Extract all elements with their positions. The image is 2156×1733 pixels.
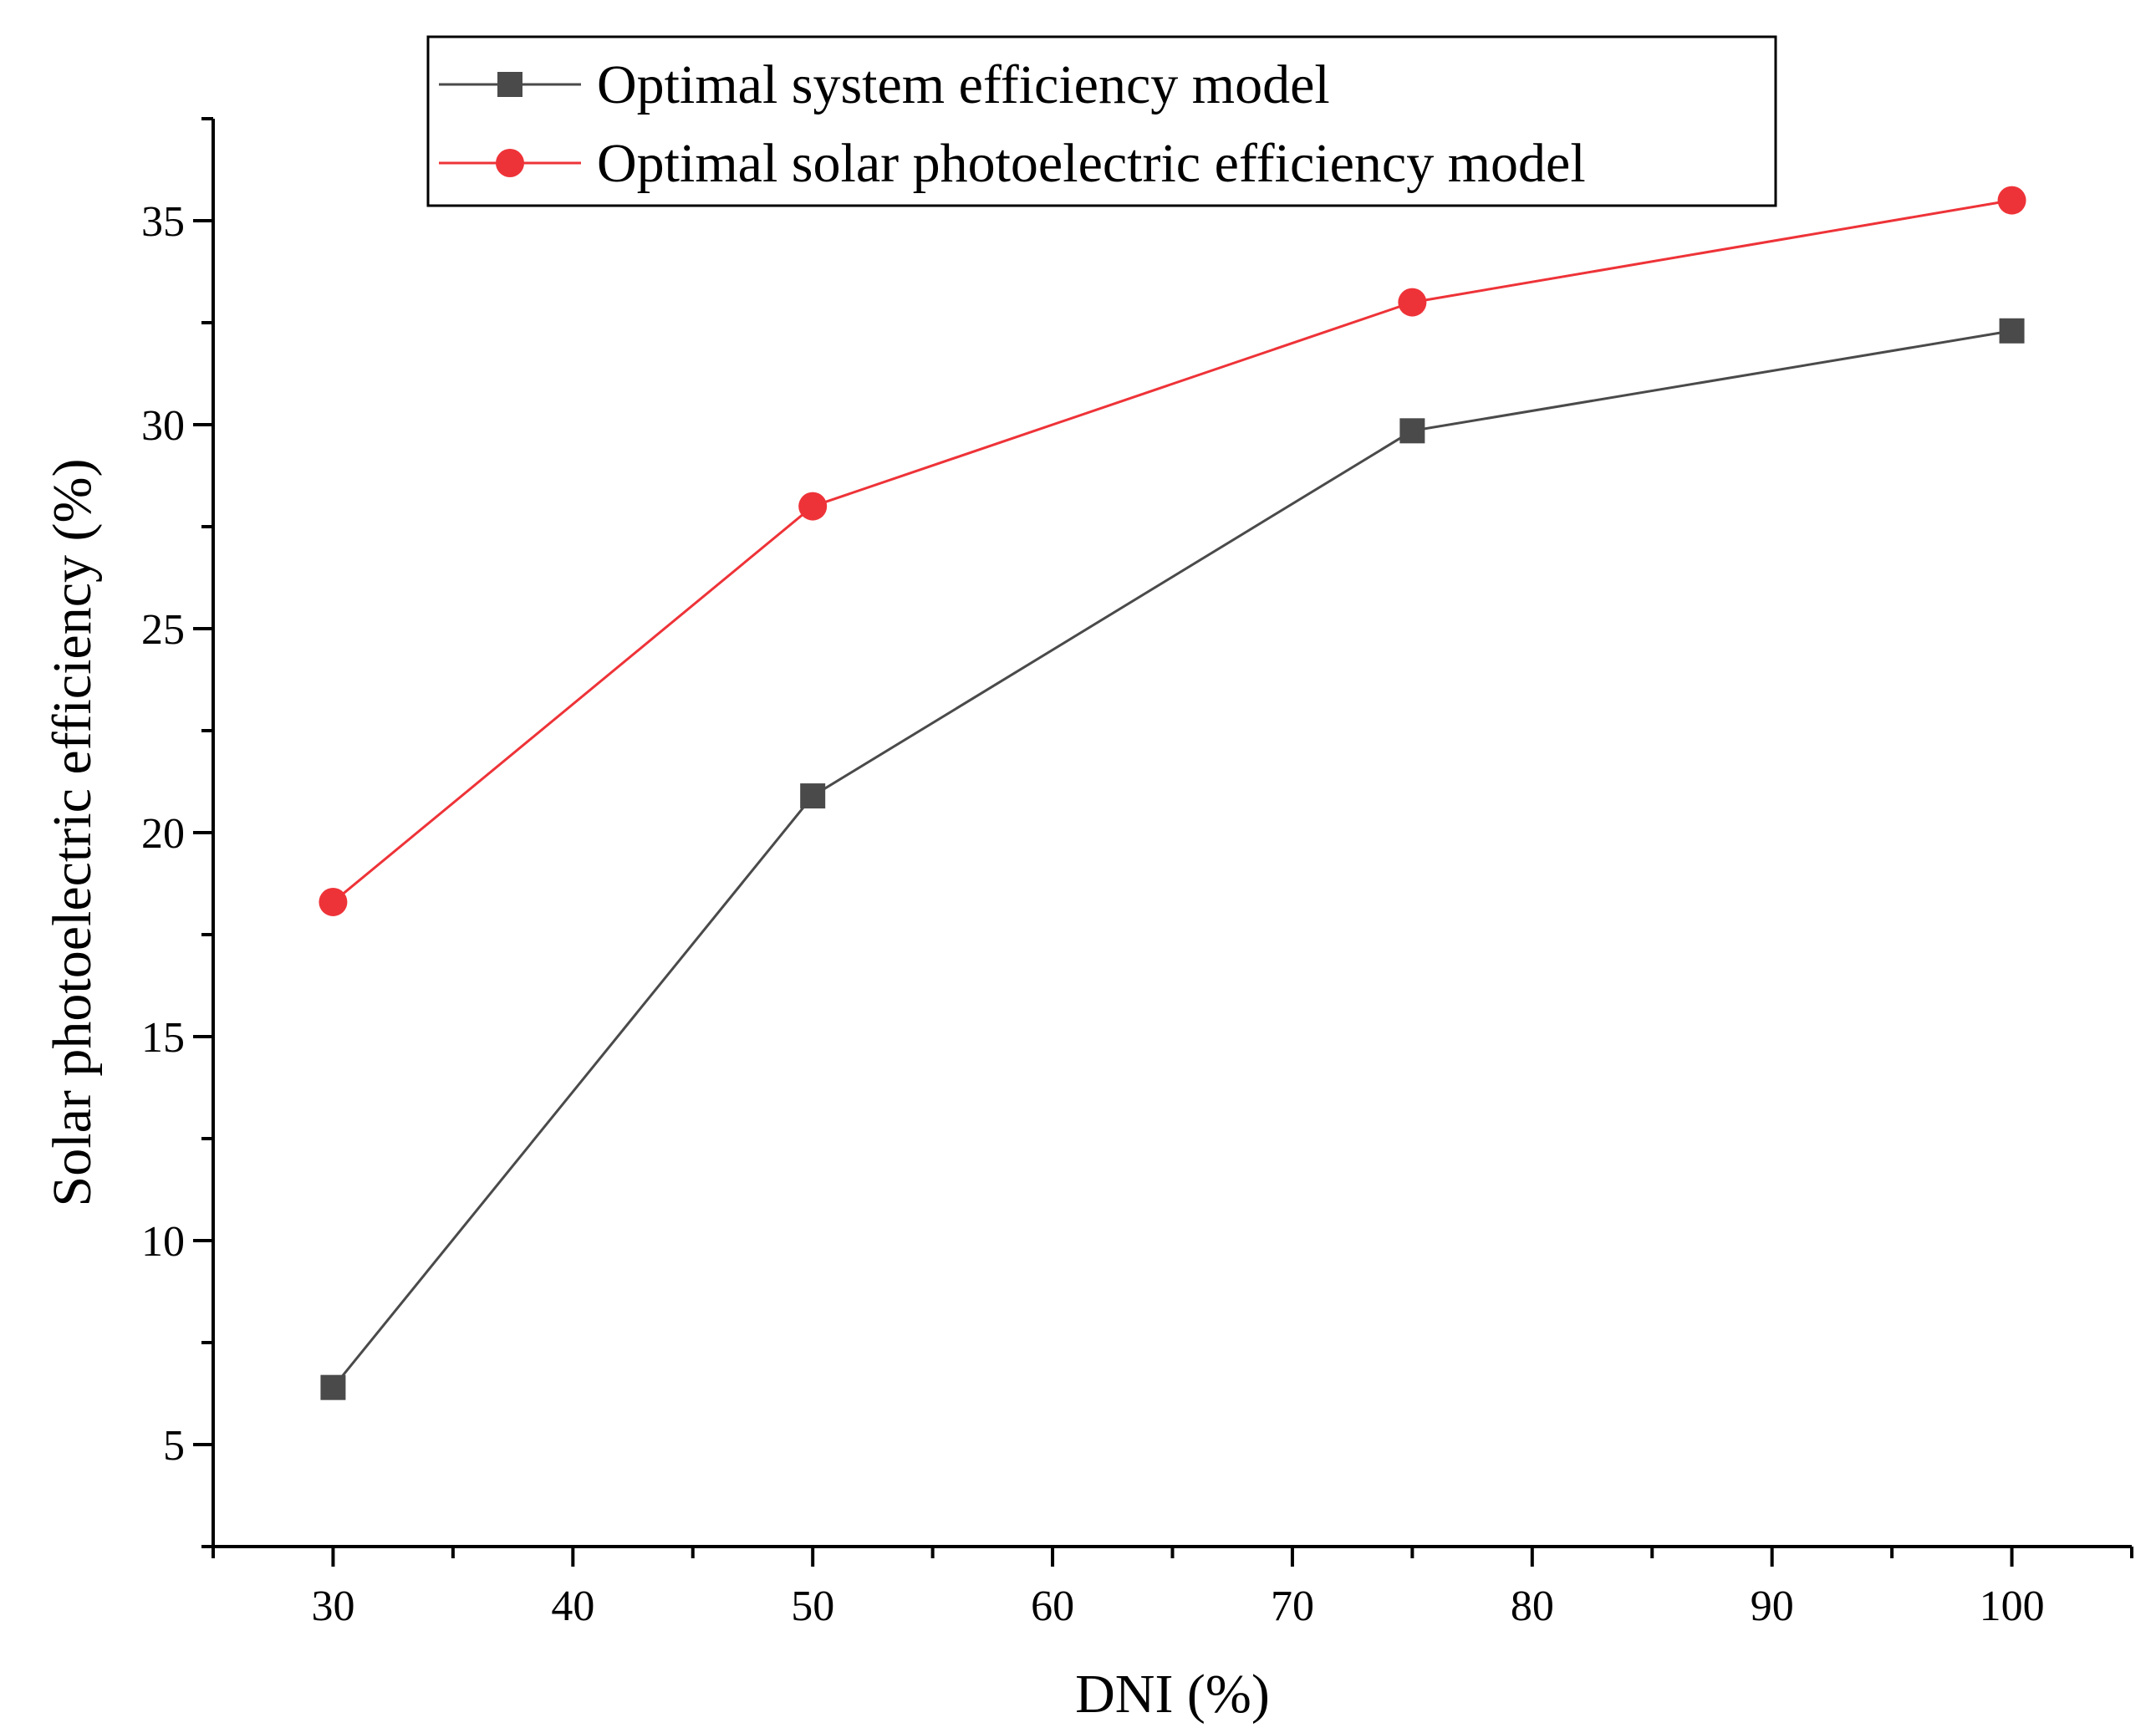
y-tick-label: 10 — [141, 1218, 185, 1266]
data-point-square — [320, 1374, 346, 1400]
data-point-square — [800, 783, 826, 809]
x-tick-label: 90 — [1751, 1583, 1794, 1630]
legend: Optimal system efficiency model Optimal … — [426, 35, 1777, 207]
x-tick-label: 70 — [1271, 1583, 1314, 1630]
x-axis-title: DNI (%) — [1075, 1664, 1270, 1725]
legend-item-system: Optimal system efficiency model — [439, 54, 1330, 115]
data-point-square — [1999, 318, 2025, 344]
y-axis-title: Solar photoelectric efficiency (%) — [42, 459, 103, 1207]
y-tick-label: 35 — [141, 198, 185, 246]
x-tick-label: 50 — [791, 1583, 834, 1630]
series-1 — [319, 186, 2026, 916]
data-point-circle — [798, 492, 828, 521]
x-tick-label: 40 — [551, 1583, 594, 1630]
ticks: 30 40 50 60 70 80 90 100 5 10 15 20 25 30 35 — [141, 117, 2133, 1630]
series-layer — [319, 186, 2026, 1400]
legend-box — [426, 35, 1777, 207]
legend-marker-circle — [496, 149, 524, 177]
x-tick-label: 60 — [1031, 1583, 1074, 1630]
y-tick-label: 5 — [163, 1422, 185, 1470]
series-line — [332, 199, 2012, 904]
data-point-circle — [1398, 288, 1427, 317]
y-tick-label: 20 — [141, 810, 185, 858]
legend-label-solar: Optimal solar photoelectric efficiency m… — [597, 133, 1586, 194]
series-line — [332, 329, 2012, 1389]
y-tick-label: 25 — [141, 606, 185, 654]
series-0 — [320, 318, 2025, 1400]
legend-label-system: Optimal system efficiency model — [597, 54, 1330, 115]
legend-marker-square — [497, 72, 522, 97]
axes — [212, 119, 2132, 1548]
data-point-circle — [1997, 186, 2026, 215]
x-tick-label: 100 — [1980, 1583, 2045, 1630]
y-tick-label: 30 — [141, 402, 185, 450]
x-tick-label: 80 — [1511, 1583, 1554, 1630]
y-tick-label: 15 — [141, 1014, 185, 1062]
legend-item-solar: Optimal solar photoelectric efficiency m… — [439, 133, 1586, 194]
x-tick-label: 30 — [311, 1583, 354, 1630]
data-point-circle — [319, 887, 348, 916]
data-point-square — [1399, 418, 1425, 444]
